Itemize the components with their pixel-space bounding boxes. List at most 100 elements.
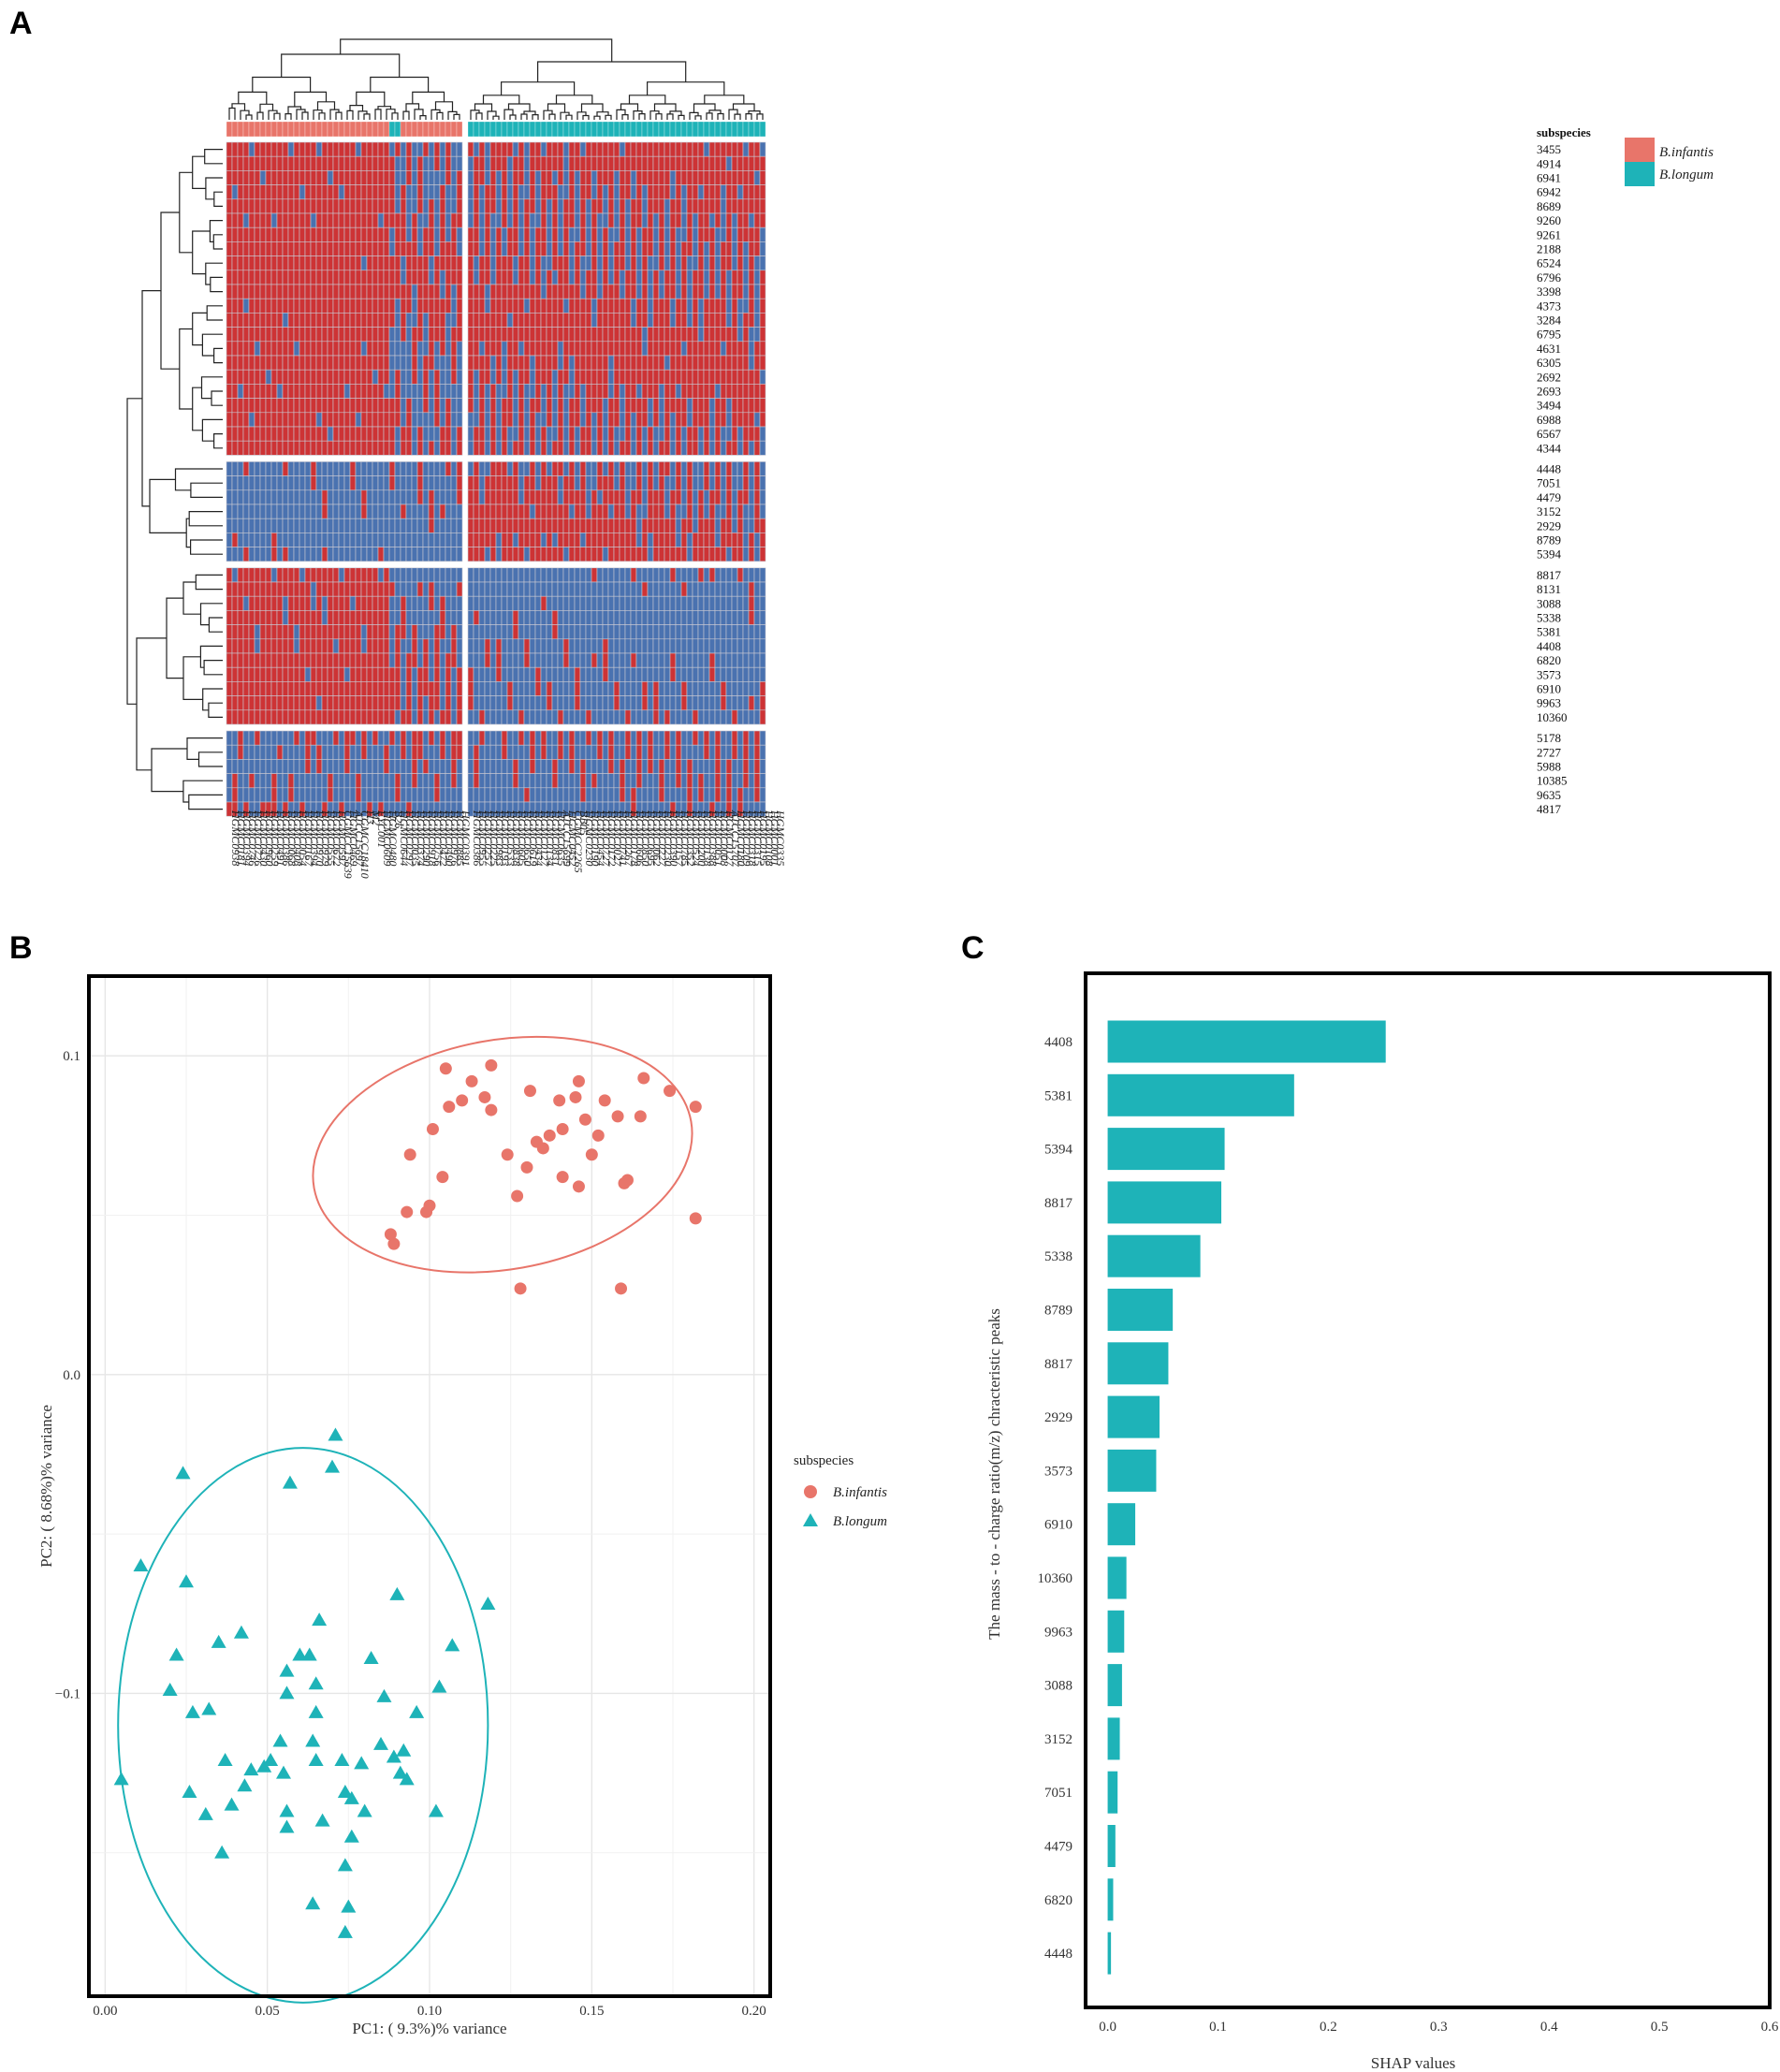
heatmap-cell <box>613 327 620 343</box>
heatmap-cell <box>242 398 250 414</box>
heatmap-cell <box>388 744 396 760</box>
heatmap-cell <box>478 284 486 299</box>
heatmap-cell <box>529 475 536 491</box>
heatmap-cell <box>332 212 340 228</box>
heatmap-cell <box>242 681 250 696</box>
heatmap-cell <box>647 638 654 654</box>
heatmap-cell <box>327 461 334 476</box>
heatmap-cell <box>254 503 261 519</box>
heatmap-cell <box>231 759 239 774</box>
heatmap-cell <box>540 327 547 343</box>
heatmap-cell <box>355 709 362 725</box>
heatmap-cell <box>585 489 592 505</box>
heatmap-cell <box>242 355 250 371</box>
heatmap-cell <box>231 610 239 625</box>
heatmap-cell <box>338 595 345 611</box>
heatmap-cell <box>299 212 306 228</box>
heatmap-cell <box>478 398 486 414</box>
heatmap-cell <box>428 170 435 185</box>
heatmap-cell <box>433 533 441 547</box>
heatmap-cell <box>270 255 278 271</box>
heatmap-row-label: 9635 <box>1537 788 1561 802</box>
heatmap-cell <box>546 695 553 711</box>
heatmap-cell <box>478 141 486 157</box>
heatmap-cell <box>237 369 244 385</box>
heatmap-cell <box>259 730 267 746</box>
heatmap-cell <box>720 666 727 682</box>
heatmap-cell <box>725 198 733 214</box>
heatmap-cell <box>574 398 581 414</box>
heatmap-cell <box>394 759 401 774</box>
heatmap-cell <box>388 341 396 357</box>
heatmap-cell <box>529 440 536 456</box>
heatmap-cell <box>574 759 581 774</box>
heatmap-cell <box>596 313 604 328</box>
heatmap-cell <box>248 341 255 357</box>
heatmap-cell <box>372 426 379 442</box>
heatmap-cell <box>265 412 272 428</box>
heatmap-cell <box>686 610 693 625</box>
heatmap-cell <box>658 298 665 314</box>
heatmap-cell <box>759 141 766 157</box>
heatmap-cell <box>753 547 761 562</box>
heatmap-cell <box>388 355 396 371</box>
heatmap-cell <box>349 666 357 682</box>
heatmap-cell <box>748 638 755 654</box>
heatmap-cell <box>529 489 536 505</box>
heatmap-cell <box>355 744 362 760</box>
heatmap-cell <box>697 384 705 399</box>
heatmap-cell <box>445 440 452 456</box>
heatmap-cell <box>416 759 424 774</box>
heatmap-cell <box>242 212 250 228</box>
heatmap-cell <box>282 638 289 654</box>
heatmap-cell <box>422 298 430 314</box>
heatmap-cell <box>574 595 581 611</box>
heatmap-cell <box>372 695 379 711</box>
heatmap-cell <box>714 695 722 711</box>
heatmap-cell <box>259 759 267 774</box>
heatmap-cell <box>748 595 755 611</box>
heatmap-cell <box>242 426 250 442</box>
heatmap-cell <box>641 567 649 583</box>
heatmap-cell <box>355 787 362 803</box>
heatmap-cell <box>372 198 379 214</box>
heatmap-cell <box>400 744 407 760</box>
heatmap-cell <box>529 212 536 228</box>
heatmap-cell <box>748 141 755 157</box>
heatmap-cell <box>579 398 587 414</box>
heatmap-cell <box>737 412 744 428</box>
heatmap-cell <box>591 773 598 789</box>
heatmap-cell <box>254 567 261 583</box>
heatmap-cell <box>714 730 722 746</box>
infantis-point <box>689 1212 702 1225</box>
heatmap-cell <box>231 384 239 399</box>
heatmap-cell <box>518 355 525 371</box>
heatmap-cell <box>506 141 514 157</box>
shap-bars <box>1107 1020 1386 1975</box>
heatmap-cell <box>512 184 519 200</box>
heatmap-cell <box>630 638 637 654</box>
annotation-cell <box>602 121 609 138</box>
heatmap-cell <box>327 503 334 519</box>
longum-point <box>389 1586 405 1600</box>
heatmap-cell <box>602 695 609 711</box>
heatmap-cell <box>664 759 671 774</box>
heatmap-cell <box>377 384 385 399</box>
heatmap-cell <box>703 212 710 228</box>
heatmap-cell <box>254 533 261 547</box>
heatmap-cell <box>366 759 373 774</box>
heatmap-cell <box>484 681 491 696</box>
heatmap-cell <box>439 567 446 583</box>
heatmap-cell <box>568 384 576 399</box>
heatmap-cell <box>669 398 677 414</box>
heatmap-cell <box>467 581 474 597</box>
heatmap-cell <box>467 624 474 640</box>
legend-infantis-swatch <box>1625 138 1655 162</box>
heatmap-cell <box>557 581 564 597</box>
heatmap-cell <box>658 595 665 611</box>
heatmap-cell <box>248 518 255 533</box>
heatmap-cell <box>495 787 503 803</box>
heatmap-cell <box>489 773 497 789</box>
heatmap-cell <box>416 581 424 597</box>
heatmap-cell <box>360 341 368 357</box>
